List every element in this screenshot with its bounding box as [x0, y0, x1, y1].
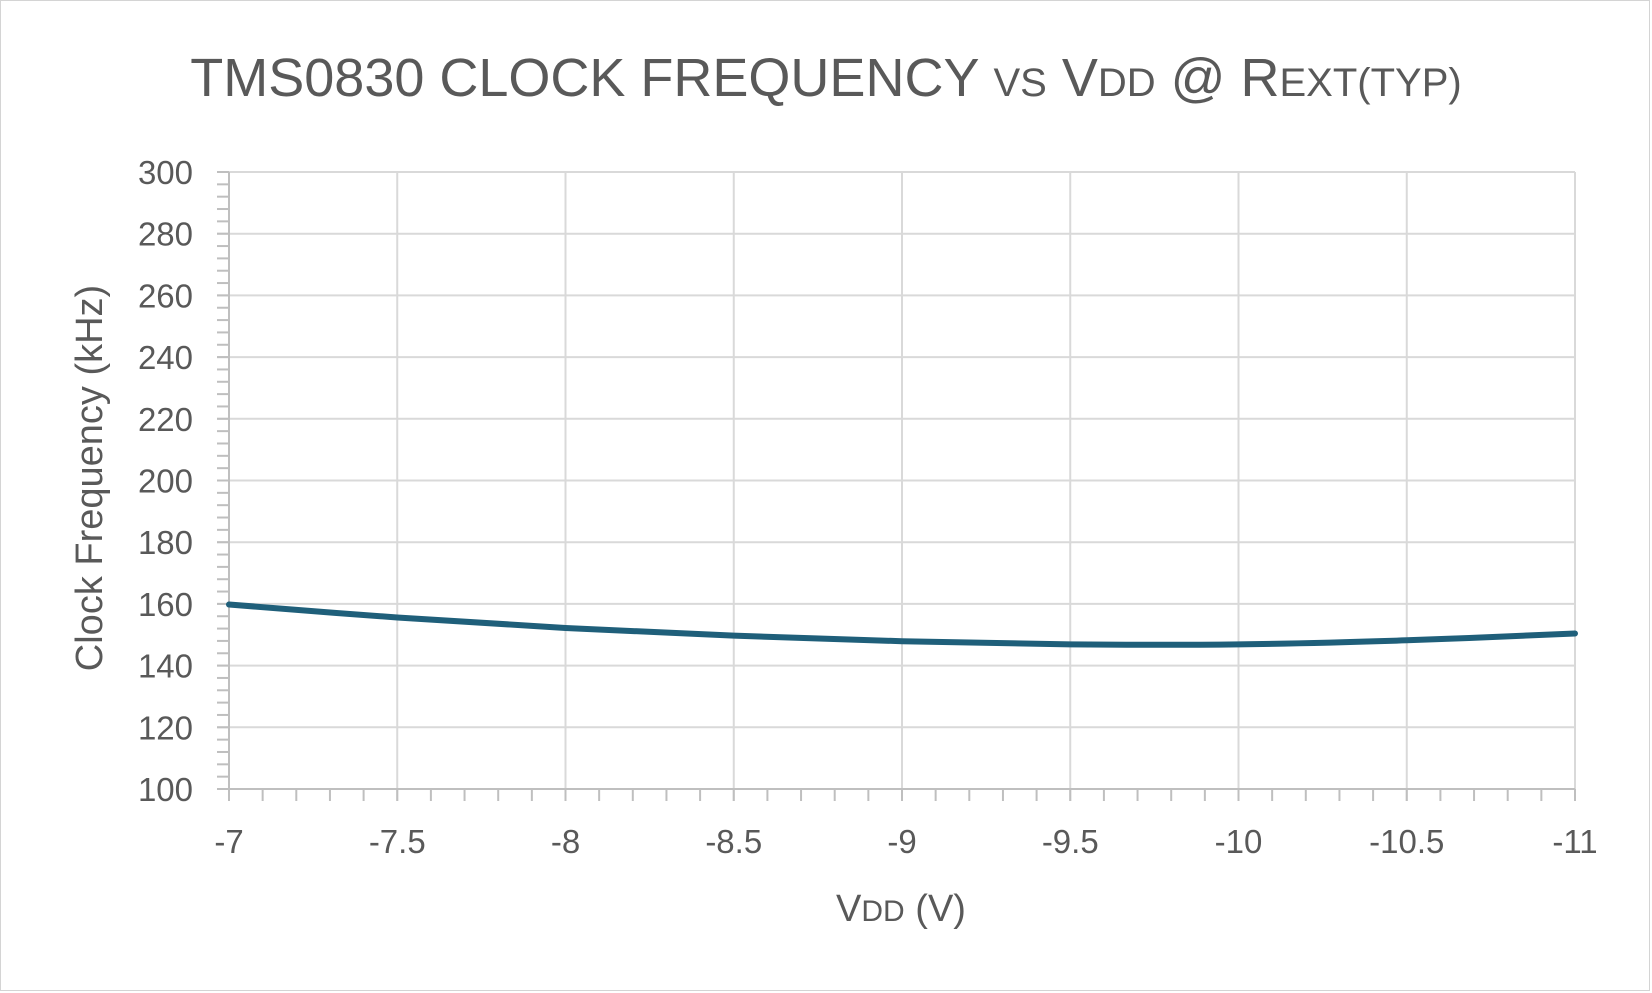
y-tick-label: 220 [138, 401, 193, 438]
text-segment: VS [994, 61, 1047, 105]
x-tick-label: -9.5 [1042, 823, 1099, 860]
y-axis-title: Clock Frequency (kHz) [69, 285, 111, 671]
series-line [226, 601, 1578, 648]
text-segment: DD [1098, 61, 1156, 105]
x-tick-label: -10.5 [1369, 823, 1444, 860]
series-layer [226, 601, 1578, 648]
x-tick-label: -11 [1552, 823, 1597, 860]
y-tick-label: 300 [138, 154, 193, 191]
axes [228, 172, 1575, 790]
x-tick-label: -10 [1215, 823, 1263, 860]
x-tick-label: -7.5 [369, 823, 426, 860]
y-tick-label: 120 [138, 709, 193, 746]
text-segment: EXT(TYP) [1280, 61, 1462, 105]
text-segment: TMS0830 CLOCK FREQUENCY [190, 48, 993, 108]
x-tick-label: -7 [214, 823, 243, 860]
text-segment: DD [861, 895, 904, 928]
grid-layer [217, 171, 1576, 801]
y-tick-label: 240 [138, 339, 193, 376]
y-tick-label: 180 [138, 524, 193, 561]
chart-title: TMS0830 CLOCK FREQUENCY VS VDD @ REXT(TY… [190, 48, 1461, 108]
y-tick-label: 200 [138, 463, 193, 500]
y-tick-label: 260 [138, 277, 193, 314]
text-segment: V [836, 888, 862, 930]
text-segment: (V) [905, 888, 966, 930]
minor-ticks [217, 171, 1576, 801]
y-tick-label: 140 [138, 648, 193, 685]
y-tick-labels: 100 120 140 160 180 200 220 240 260 280 300 [138, 154, 193, 808]
x-tick-label: -8.5 [705, 823, 762, 860]
y-tick-label: 280 [138, 216, 193, 253]
text-segment: V [1047, 48, 1098, 108]
x-tick-label: -9 [887, 823, 916, 860]
x-axis-title: VDD (V) [836, 888, 966, 930]
x-tick-labels: -7 -7.5 -8 -8.5 -9 -9.5 -10 -10.5 -11 [214, 823, 1597, 860]
text-segment: @ R [1156, 48, 1280, 108]
x-tick-label: -8 [551, 823, 580, 860]
y-tick-label: 160 [138, 586, 193, 623]
y-tick-label: 100 [138, 771, 193, 808]
